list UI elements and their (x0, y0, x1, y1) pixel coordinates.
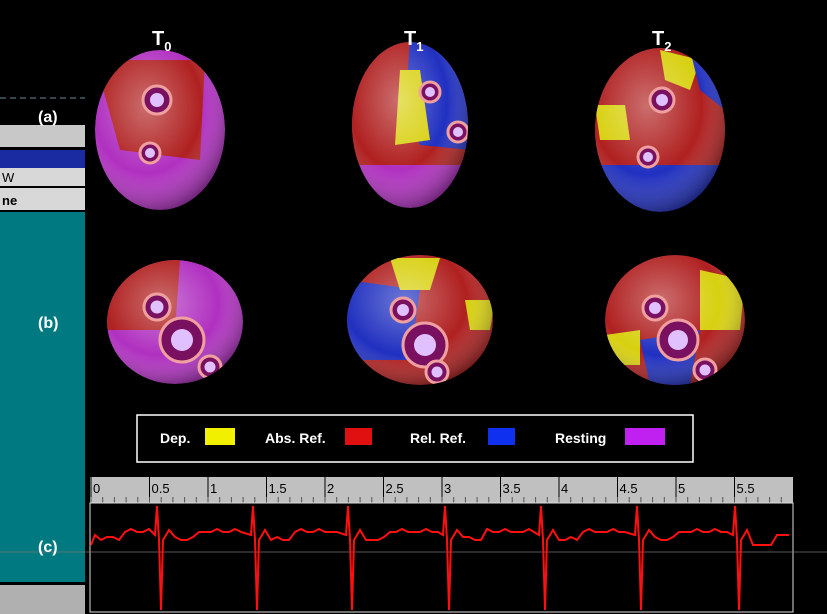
valve-hole (649, 302, 661, 314)
valve-hole (150, 93, 164, 107)
legend-label: Rel. Ref. (410, 430, 466, 446)
valve-hole (425, 87, 435, 97)
ruler-label: 2 (327, 481, 334, 496)
valve-hole (643, 152, 653, 162)
legend-swatch (625, 428, 665, 445)
ruler-label: 5.5 (737, 481, 755, 496)
legend-swatch (205, 428, 235, 445)
heart-surface (605, 255, 745, 385)
ruler-label: 3 (444, 481, 451, 496)
legend-label: Dep. (160, 430, 190, 446)
valve-hole (151, 301, 164, 314)
valve-hole (145, 148, 155, 158)
fragment-text: W (2, 170, 15, 185)
ruler-label: 3.5 (503, 481, 521, 496)
valve-hole (432, 367, 443, 378)
legend-swatch (488, 428, 515, 445)
ruler-label: 1 (210, 481, 217, 496)
valve-hole (414, 334, 436, 356)
ruler-label: 4 (561, 481, 568, 496)
ruler-label: 5 (678, 481, 685, 496)
figure: W ne Dep. Abs. Ref. Rel. Ref. Resting 0 0.5 1… (0, 0, 827, 614)
ruler-label: 1.5 (269, 481, 287, 496)
shading (95, 50, 225, 210)
heart-surface (107, 260, 243, 384)
valve-hole (397, 304, 409, 316)
heart (605, 255, 745, 385)
header-subscript: 2 (664, 39, 671, 54)
legend-swatch (345, 428, 372, 445)
header-letter: T (652, 28, 664, 50)
heart-surface (95, 50, 225, 210)
ruler-label: 0 (93, 481, 100, 496)
valve-hole (171, 329, 193, 351)
row-label: (c) (38, 539, 58, 556)
valve-hole (668, 330, 688, 350)
valve-hole (700, 365, 711, 376)
trace-box (90, 503, 793, 612)
ruler-label: 4.5 (620, 481, 638, 496)
heart (95, 50, 225, 210)
header-letter: T (152, 28, 164, 50)
ruler-label: 2.5 (386, 481, 404, 496)
ruler-label: 0.5 (152, 481, 170, 496)
background-window: W ne (0, 98, 85, 614)
shading (595, 48, 725, 212)
header-letter: T (404, 28, 416, 50)
valve-hole (205, 362, 216, 373)
valve-hole (656, 94, 668, 106)
fragment-text: ne (2, 193, 17, 208)
header-subscript: 0 (164, 39, 171, 54)
row-label: (a) (38, 109, 58, 126)
legend-label: Abs. Ref. (265, 430, 326, 446)
legend-label: Resting (555, 430, 606, 446)
header-subscript: 1 (416, 39, 423, 54)
page: W ne Dep. Abs. Ref. Rel. Ref. Resting 0 0.5 1… (0, 0, 827, 614)
heart (107, 260, 243, 384)
valve-hole (453, 127, 463, 137)
row-label: (b) (38, 315, 58, 332)
